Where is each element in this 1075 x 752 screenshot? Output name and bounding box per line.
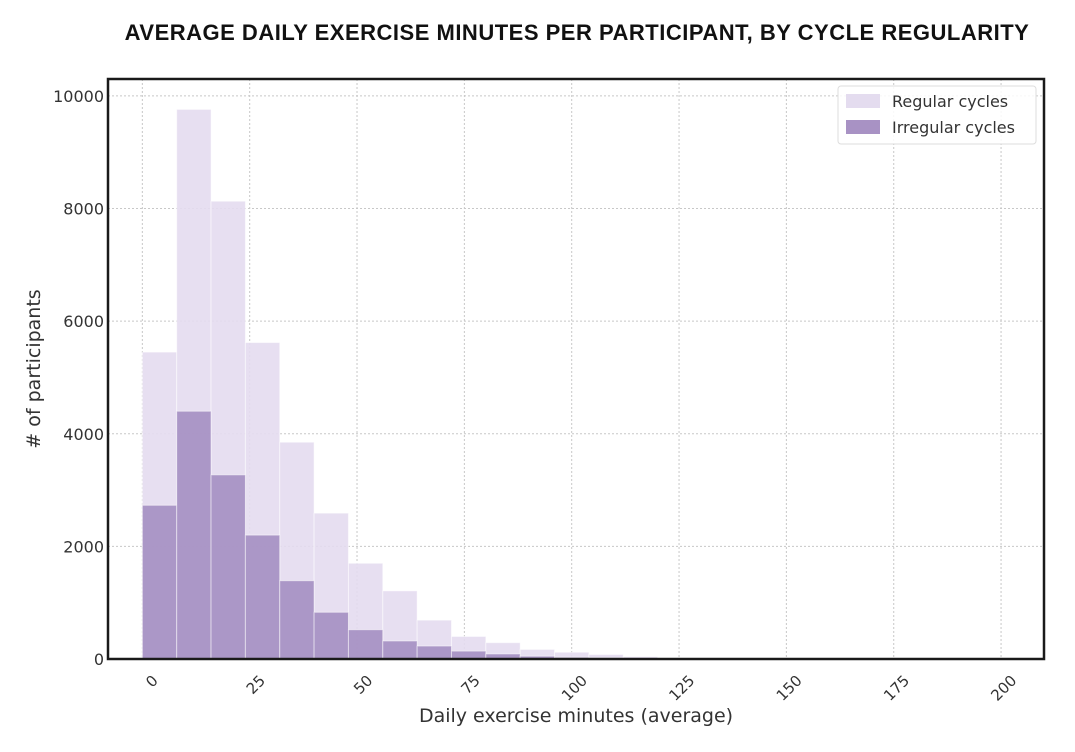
x-tick-label: 25: [243, 672, 269, 698]
x-axis-label: Daily exercise minutes (average): [419, 705, 733, 727]
x-tick-label: 100: [558, 672, 591, 705]
histogram-bar-irregular: [347, 629, 384, 660]
histogram-bar-irregular: [176, 410, 212, 660]
legend-swatch-regular: [846, 94, 880, 108]
histogram-bar-irregular: [416, 645, 452, 660]
chart-title: AVERAGE DAILY EXERCISE MINUTES PER PARTI…: [125, 20, 1030, 45]
legend-label-irregular: Irregular cycles: [892, 118, 1015, 137]
legend-swatch-irregular: [846, 120, 880, 134]
y-tick-label: 10000: [53, 87, 104, 106]
x-tick-label: 0: [142, 672, 161, 691]
x-tick-label: 75: [457, 672, 483, 698]
x-tick-label: 125: [665, 672, 698, 705]
y-axis-label: # of participants: [23, 289, 45, 448]
y-tick-label: 0: [94, 650, 104, 669]
y-tick-label: 8000: [63, 200, 104, 219]
x-tick-label: 50: [350, 672, 376, 698]
bars-layer: [141, 108, 659, 660]
x-tick-label: 150: [773, 672, 806, 705]
plot-frame: [106, 77, 1046, 661]
histogram-bar-irregular: [210, 474, 246, 660]
x-tick-labels: 0 25 50 75 100 125 150 175 200: [142, 672, 1020, 705]
histogram-bar-irregular: [244, 534, 281, 660]
x-tick-label: 175: [880, 672, 913, 705]
histogram-bar-irregular: [141, 504, 178, 660]
legend-label-regular: Regular cycles: [892, 92, 1008, 111]
y-tick-label: 6000: [63, 312, 104, 331]
y-tick-label: 4000: [63, 425, 104, 444]
legend: Regular cycles Irregular cycles: [837, 85, 1037, 145]
x-tick-label: 200: [987, 672, 1020, 705]
histogram-bar-irregular: [382, 640, 418, 660]
histogram-bar-irregular: [313, 611, 349, 660]
y-tick-labels: 0 2000 4000 6000 8000 10000: [53, 87, 104, 669]
legend-box: [837, 85, 1037, 145]
histogram-bar-irregular: [279, 580, 315, 660]
y-tick-label: 2000: [63, 537, 104, 556]
